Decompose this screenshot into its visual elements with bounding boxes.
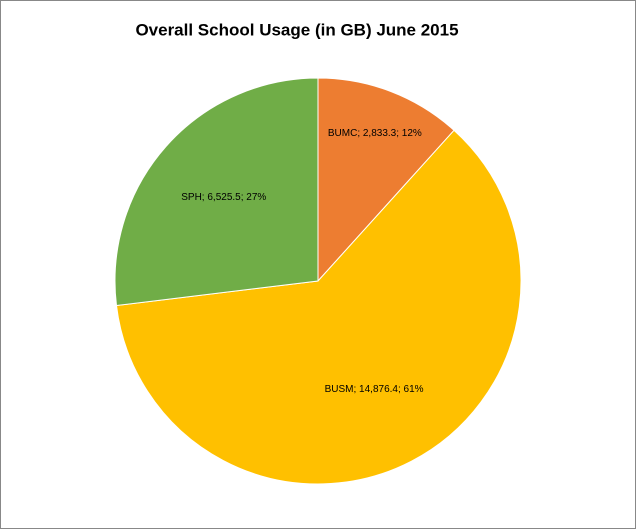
pie-slice <box>317 77 455 283</box>
data-label: BUSM; 14,876.4; 61% <box>325 384 424 395</box>
pie-slice <box>115 129 522 485</box>
chart-title: Overall School Usage (in GB) June 2015 <box>135 20 458 39</box>
data-label: SPH; 6,525.5; 27% <box>181 192 266 203</box>
data-label: BUMC; 2,833.3; 12% <box>328 128 422 139</box>
pie-slice <box>114 77 319 307</box>
